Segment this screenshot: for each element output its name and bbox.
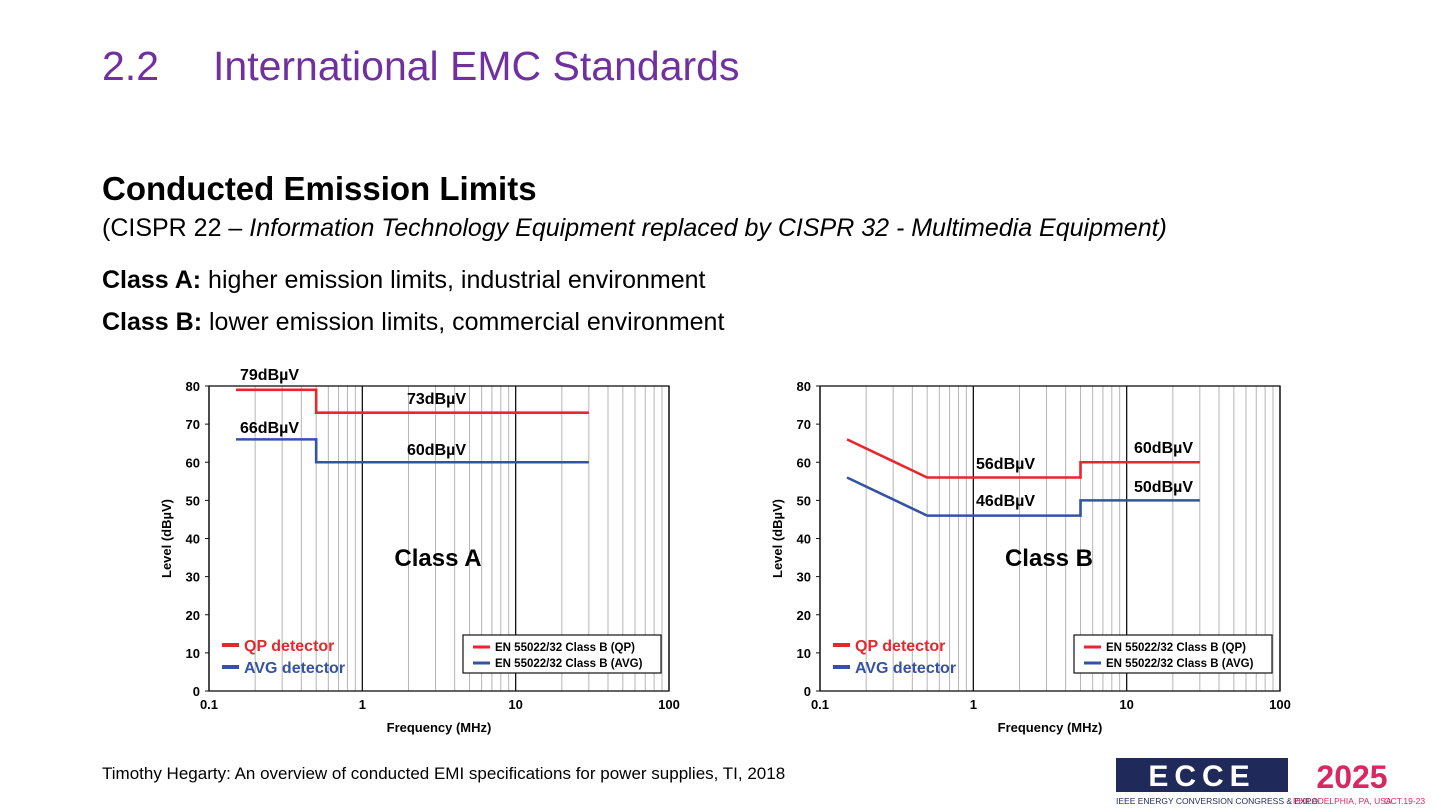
detector-label: QP detector xyxy=(244,638,334,655)
x-tick-label: 100 xyxy=(658,697,680,712)
y-tick-label: 10 xyxy=(186,646,200,661)
annotation: 73dBµV xyxy=(407,391,466,408)
logo-year: 2025 xyxy=(1316,759,1387,795)
subtitle: (CISPR 22 – Information Technology Equip… xyxy=(102,214,1167,242)
y-tick-label: 0 xyxy=(804,684,811,699)
legend-box xyxy=(462,634,662,674)
y-tick-label: 40 xyxy=(797,532,811,547)
chart: 0.1 1 10 100 0 10 20 30 40 50 60 70 80 Frequency (MHz… xyxy=(770,379,1291,735)
series-line xyxy=(846,438,1200,479)
y-axis-label: Level (dBµV) xyxy=(159,499,174,578)
class-text: higher emission limits, industrial envir… xyxy=(201,266,705,294)
legend-label: EN 55022/32 Class B (AVG) xyxy=(1106,658,1254,670)
detector-label: QP detector xyxy=(855,638,945,655)
detector-label: AVG detector xyxy=(855,660,956,677)
annotation: 60dBµV xyxy=(1134,440,1193,457)
legend-label: EN 55022/32 Class B (QP) xyxy=(1106,642,1246,654)
y-tick-label: 80 xyxy=(797,379,811,394)
legend-box xyxy=(1073,634,1273,674)
x-tick-label: 1 xyxy=(970,697,977,712)
legend-label: EN 55022/32 Class B (AVG) xyxy=(495,658,643,670)
y-tick-label: 60 xyxy=(186,455,200,470)
x-axis-label: Frequency (MHz) xyxy=(998,720,1103,735)
class-term: Class B: xyxy=(102,308,202,336)
class-term: Class A: xyxy=(102,266,201,294)
logo-name: IEEE ENERGY CONVERSION CONGRESS & EXPO xyxy=(1116,796,1318,806)
chart-label: Class A xyxy=(394,545,481,572)
subtitle-plain: (CISPR 22 – xyxy=(102,214,249,242)
y-tick-label: 30 xyxy=(186,570,200,585)
y-tick-label: 70 xyxy=(797,417,811,432)
y-tick-label: 10 xyxy=(797,646,811,661)
x-tick-label: 0.1 xyxy=(200,697,218,712)
x-tick-label: 10 xyxy=(508,697,522,712)
y-tick-label: 50 xyxy=(186,493,200,508)
series-line xyxy=(846,476,1200,517)
y-tick-label: 30 xyxy=(797,570,811,585)
plot-frame xyxy=(819,385,1281,692)
legend-label: EN 55022/32 Class B (QP) xyxy=(495,642,635,654)
class-b-line: Class B: lower emission limits, commerci… xyxy=(102,308,724,336)
annotation: 56dBµV xyxy=(976,456,1035,473)
y-tick-label: 70 xyxy=(186,417,200,432)
x-tick-label: 1 xyxy=(359,697,366,712)
logo-dates: OCT.19-23 xyxy=(1384,796,1425,806)
annotation: 50dBµV xyxy=(1134,479,1193,496)
y-tick-label: 20 xyxy=(186,608,200,623)
logo: ECCE 2025 IEEE ENERGY CONVERSION CONGRES… xyxy=(1116,758,1425,806)
heading: Conducted Emission Limits xyxy=(102,170,537,207)
series-line xyxy=(236,438,589,464)
annotation: 66dBµV xyxy=(240,420,299,437)
logo-mark: ECCE xyxy=(1148,760,1255,793)
slide-number: 2.2 xyxy=(102,43,159,89)
class-a-line: Class A: higher emission limits, industr… xyxy=(102,266,706,294)
class-text: lower emission limits, commercial enviro… xyxy=(202,308,724,336)
annotation: 60dBµV xyxy=(407,442,466,459)
plot-frame xyxy=(208,385,670,692)
detector-label: AVG detector xyxy=(244,660,345,677)
x-tick-label: 10 xyxy=(1119,697,1133,712)
series-line xyxy=(236,388,589,414)
y-axis-label: Level (dBµV) xyxy=(770,499,785,578)
y-tick-label: 0 xyxy=(193,684,200,699)
x-tick-label: 0.1 xyxy=(811,697,829,712)
annotation: 46dBµV xyxy=(976,493,1035,510)
citation: Timothy Hegarty: An overview of conducte… xyxy=(102,764,785,783)
y-tick-label: 60 xyxy=(797,455,811,470)
x-tick-label: 100 xyxy=(1269,697,1291,712)
x-axis-label: Frequency (MHz) xyxy=(387,720,492,735)
y-tick-label: 40 xyxy=(186,532,200,547)
logo-place: PHILADELPHIA, PA, USA xyxy=(1293,796,1392,806)
chart-label: Class B xyxy=(1005,545,1093,572)
y-tick-label: 20 xyxy=(797,608,811,623)
y-tick-label: 50 xyxy=(797,493,811,508)
annotation: 79dBµV xyxy=(240,367,299,384)
subtitle-italic: Information Technology Equipment replace… xyxy=(249,214,1167,242)
chart: 0.1 1 10 100 0 10 20 30 40 50 60 70 80 Frequency (MHz… xyxy=(159,367,680,735)
logo-block xyxy=(1116,758,1288,792)
y-tick-label: 80 xyxy=(186,379,200,394)
slide-title: International EMC Standards xyxy=(213,43,739,89)
